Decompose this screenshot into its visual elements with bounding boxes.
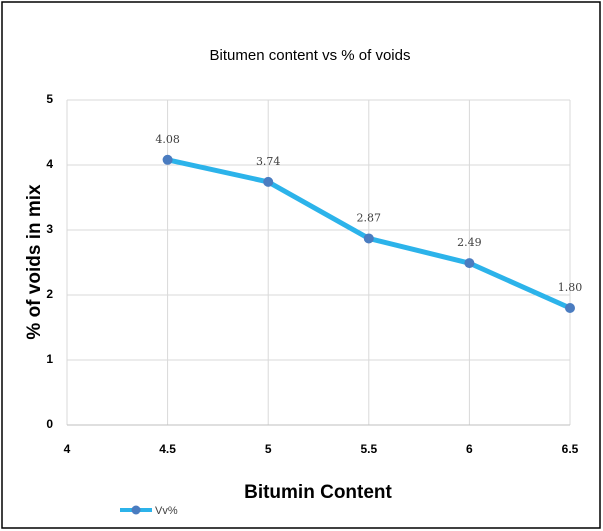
x-tick-label: 4.5 [159, 442, 176, 456]
data-label: 2.87 [357, 211, 382, 224]
y-axis-label: % of voids in mix [24, 184, 45, 340]
x-tick-label: 5 [265, 442, 272, 456]
x-tick-label: 5.5 [360, 442, 377, 456]
x-axis-label: Bitumin Content [244, 482, 392, 503]
data-point [162, 154, 173, 165]
data-label: 3.74 [256, 155, 281, 168]
data-label: 4.08 [155, 133, 180, 146]
chart-title: Bitumen content vs % of voids [210, 47, 411, 64]
legend-label: Vv% [155, 505, 178, 517]
y-tick-label: 5 [46, 92, 53, 106]
data-point [263, 176, 274, 187]
legend-marker [131, 505, 141, 515]
x-tick-label: 6 [466, 442, 473, 456]
data-point [565, 303, 575, 313]
x-tick-label: 4 [64, 442, 71, 456]
y-tick-label: 2 [46, 287, 53, 301]
y-tick-label: 4 [46, 157, 53, 171]
data-point [464, 258, 475, 269]
y-tick-label: 1 [46, 352, 53, 366]
data-point [363, 233, 374, 244]
x-tick-label: 6.5 [562, 442, 579, 456]
y-tick-label: 3 [46, 222, 53, 236]
data-label: 1.80 [558, 281, 583, 294]
data-label: 2.49 [457, 236, 482, 249]
y-tick-label: 0 [46, 417, 53, 431]
